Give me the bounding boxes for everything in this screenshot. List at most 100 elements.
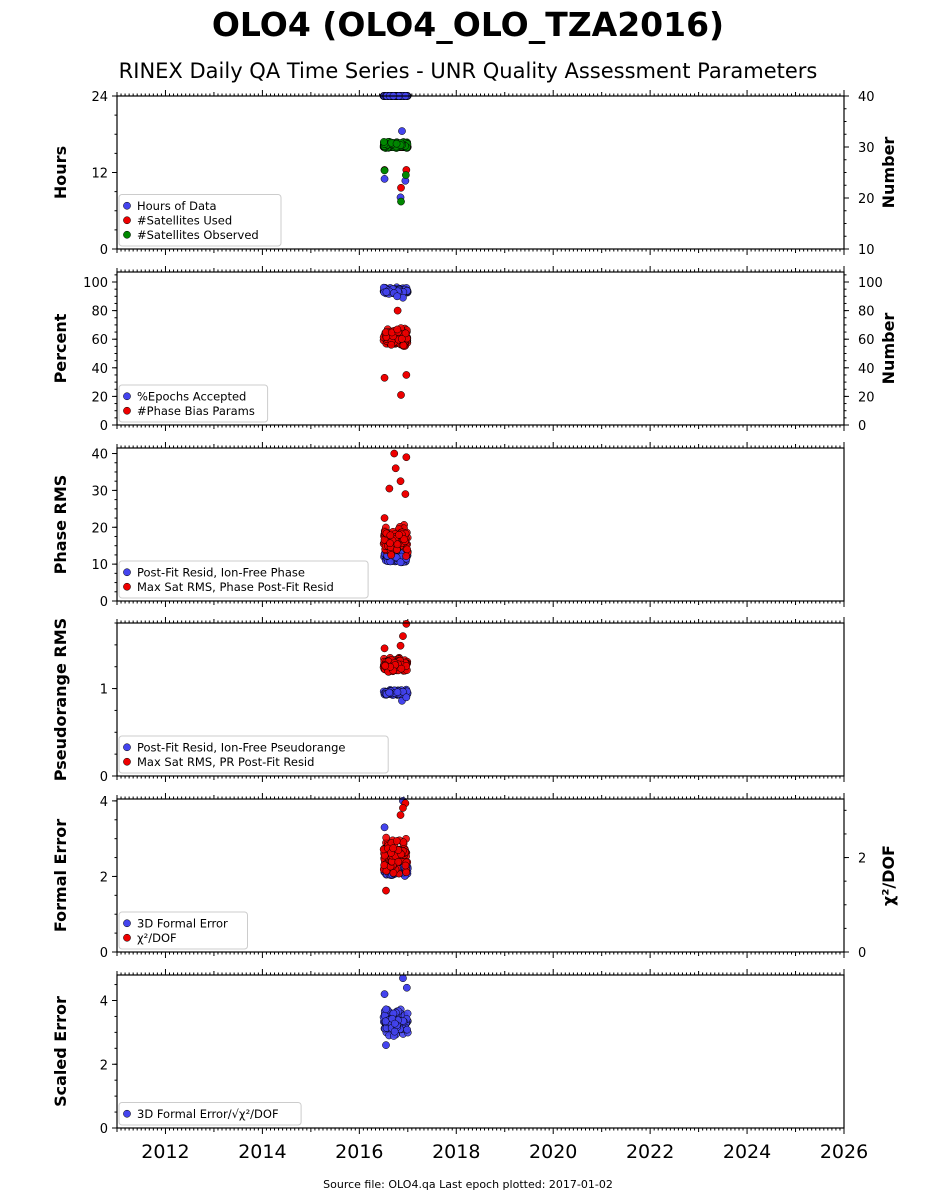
y-tick-label: 2 xyxy=(100,870,108,885)
series-2-point xyxy=(402,552,410,560)
y-tick-label: 2 xyxy=(100,1058,108,1073)
series-2-point xyxy=(387,340,396,349)
series-2-point xyxy=(401,861,410,870)
series-2-point xyxy=(396,641,405,650)
y-tick-label: 10 xyxy=(91,558,108,573)
series-3-point xyxy=(402,171,410,179)
y-tick-label: 40 xyxy=(91,448,108,463)
x-axis: 2012 2014 2016 2018 2020 2022 2024 2026 xyxy=(141,1141,868,1163)
panel-frame xyxy=(116,622,845,777)
legend-marker xyxy=(123,919,131,928)
footer-source: Source file: OLO4.qa Last epoch plotted:… xyxy=(323,1178,613,1191)
x-tick-label: 2024 xyxy=(723,1141,771,1163)
data-points xyxy=(379,974,412,1049)
legend-marker xyxy=(123,201,131,210)
y-axis-label: Phase RMS xyxy=(51,475,70,575)
series-2-point xyxy=(403,545,411,554)
legend-marker xyxy=(123,1109,131,1118)
y-tick-label: 4 xyxy=(100,795,108,810)
y-tick-label: 0 xyxy=(100,595,108,610)
series-2-point xyxy=(393,540,402,549)
series-2-point xyxy=(402,620,411,628)
y-tick-label: 12 xyxy=(91,167,108,182)
series-2-point xyxy=(380,373,389,382)
legend-marker xyxy=(123,582,131,591)
series-2-point xyxy=(401,490,410,498)
series-2-point xyxy=(389,869,398,877)
panel-frame xyxy=(116,95,845,250)
legend-marker xyxy=(123,216,131,225)
y-tick-label: 1 xyxy=(100,683,108,698)
series-2-point xyxy=(389,844,398,853)
x-tick-label: 2020 xyxy=(529,1141,577,1163)
series-2-point xyxy=(399,804,407,812)
legend-box xyxy=(118,735,389,774)
y-tick-label: 40 xyxy=(91,362,108,377)
figure-subtitle: RINEX Daily QA Time Series - UNR Quality… xyxy=(119,59,818,83)
y-axis-label: Scaled Error xyxy=(51,996,70,1107)
legend-entry: Hours of Data xyxy=(137,199,217,213)
series-2-point xyxy=(402,371,411,379)
series-2-point xyxy=(382,886,390,895)
series-1-point xyxy=(380,823,389,832)
panel-frame xyxy=(116,271,845,426)
series-2-point xyxy=(397,391,405,399)
series-2-point xyxy=(380,514,389,522)
y2-tick-label: 10 xyxy=(858,243,875,258)
y-tick-label: 20 xyxy=(91,390,108,405)
series-1-point xyxy=(390,1027,399,1036)
y2-tick-label: 0 xyxy=(858,419,866,434)
series-2-point xyxy=(396,477,405,486)
x-tick-label: 2016 xyxy=(335,1141,383,1163)
y-axis-label: Percent xyxy=(51,313,70,383)
y2-tick-label: 30 xyxy=(858,141,875,156)
y-axis-label: Hours xyxy=(51,146,70,199)
legend-marker xyxy=(123,743,131,752)
y2-axis-label: χ²/DOF xyxy=(879,845,898,906)
series-1-point xyxy=(381,1017,390,1026)
y2-tick-label: 20 xyxy=(858,192,875,207)
legend: %Epochs Accepted#Phase Bias Params xyxy=(118,384,269,423)
y-tick-label: 24 xyxy=(91,90,108,105)
panel-frame xyxy=(116,798,845,953)
legend-box xyxy=(118,1102,302,1126)
series-1-point xyxy=(390,1019,399,1028)
y-tick-label: 100 xyxy=(83,276,108,291)
series-1-point xyxy=(399,974,407,983)
y-tick-label: 20 xyxy=(91,521,108,536)
y-tick-label: 0 xyxy=(100,770,108,785)
legend-marker xyxy=(123,392,131,401)
series-1-point xyxy=(398,127,406,135)
panel-3: 0 10 20 30 40 Phase RMS Post-Fit Resid, Ion-Fr… xyxy=(51,442,845,610)
series-2-point xyxy=(394,857,403,866)
series-1-point xyxy=(382,1041,390,1049)
panel-6: 0 2 4 Scaled Error 3D Formal Error/√χ²/DOF xyxy=(51,969,845,1137)
series-2-point xyxy=(400,535,408,544)
y2-axis-label: Number xyxy=(879,137,898,209)
data-points xyxy=(379,283,412,399)
y2-tick-label: 20 xyxy=(858,390,875,405)
series-2-point xyxy=(397,335,406,343)
legend-box xyxy=(118,194,282,247)
y2-tick-label: 40 xyxy=(858,362,875,377)
y2-tick-label: 80 xyxy=(858,305,875,320)
y-tick-label: 0 xyxy=(100,946,108,961)
series-1-point xyxy=(402,693,411,702)
y-tick-label: 30 xyxy=(91,484,108,499)
y-tick-label: 0 xyxy=(100,243,108,258)
series-2-point xyxy=(396,811,405,819)
series-1-point xyxy=(380,990,389,998)
legend-entry: 3D Formal Error xyxy=(137,916,228,930)
x-tick-label: 2022 xyxy=(626,1141,674,1163)
series-2-point xyxy=(386,531,395,540)
y-axis-label: Formal Error xyxy=(51,819,70,932)
series-1-point xyxy=(402,983,411,992)
series-2-point xyxy=(393,306,402,315)
series-2-point xyxy=(397,183,405,192)
legend-entry: Max Sat RMS, Phase Post-Fit Resid xyxy=(137,580,334,594)
series-3-point xyxy=(380,166,389,175)
series-2-point xyxy=(391,464,400,473)
